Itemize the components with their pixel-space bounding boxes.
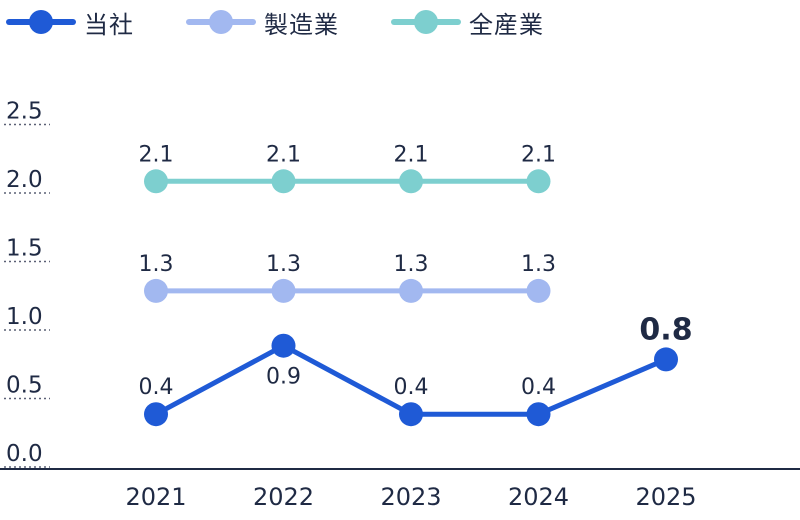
data-point (399, 278, 423, 303)
data-point (271, 169, 296, 194)
y-tick-label: 1.5 (6, 236, 43, 262)
legend-item-all-industries: 全産業 (391, 4, 544, 40)
legend-label-company: 当社 (84, 10, 134, 39)
data-label: 0.4 (521, 375, 556, 400)
legend-swatch-all-industries (391, 4, 461, 40)
data-point (526, 169, 551, 194)
data-point (399, 402, 423, 427)
data-label: 0.4 (139, 375, 174, 400)
data-point (271, 278, 296, 303)
data-label: 1.3 (394, 252, 429, 277)
y-tick-label: 1.0 (6, 304, 43, 330)
legend-label-manufacturing: 製造業 (264, 10, 339, 39)
data-label: 2.1 (266, 142, 301, 167)
data-label: 1.3 (139, 252, 174, 277)
data-label: 1.3 (266, 252, 301, 277)
data-point (271, 333, 296, 358)
legend: 当社 製造業 全産業 (6, 4, 544, 40)
data-point (526, 278, 551, 303)
y-tick-label: 0.5 (6, 373, 43, 399)
data-point (526, 402, 551, 427)
data-point (399, 169, 423, 194)
y-tick-label: 0.0 (6, 441, 43, 467)
data-label: 2.1 (521, 142, 556, 167)
data-point (144, 402, 168, 427)
legend-item-company: 当社 (6, 4, 134, 40)
legend-label-all-industries: 全産業 (469, 10, 544, 39)
data-label: 0.9 (266, 365, 301, 390)
data-point (654, 347, 678, 372)
data-label: 2.1 (394, 142, 429, 167)
x-tick-label: 2025 (635, 483, 696, 511)
legend-swatch-company (6, 4, 76, 40)
data-label: 2.1 (139, 142, 174, 167)
x-tick-label: 2024 (508, 483, 569, 511)
x-tick-label: 2022 (253, 483, 314, 511)
x-tick-label: 2023 (380, 483, 441, 511)
legend-item-manufacturing: 製造業 (186, 4, 339, 40)
y-tick-label: 2.5 (6, 99, 43, 125)
data-label: 0.4 (394, 375, 429, 400)
data-label: 1.3 (521, 252, 556, 277)
legend-swatch-manufacturing (186, 4, 256, 40)
y-tick-label: 2.0 (6, 167, 43, 193)
data-point (144, 169, 168, 194)
x-tick-label: 2021 (125, 483, 186, 511)
data-label: 0.8 (639, 312, 692, 347)
data-point (144, 278, 168, 303)
